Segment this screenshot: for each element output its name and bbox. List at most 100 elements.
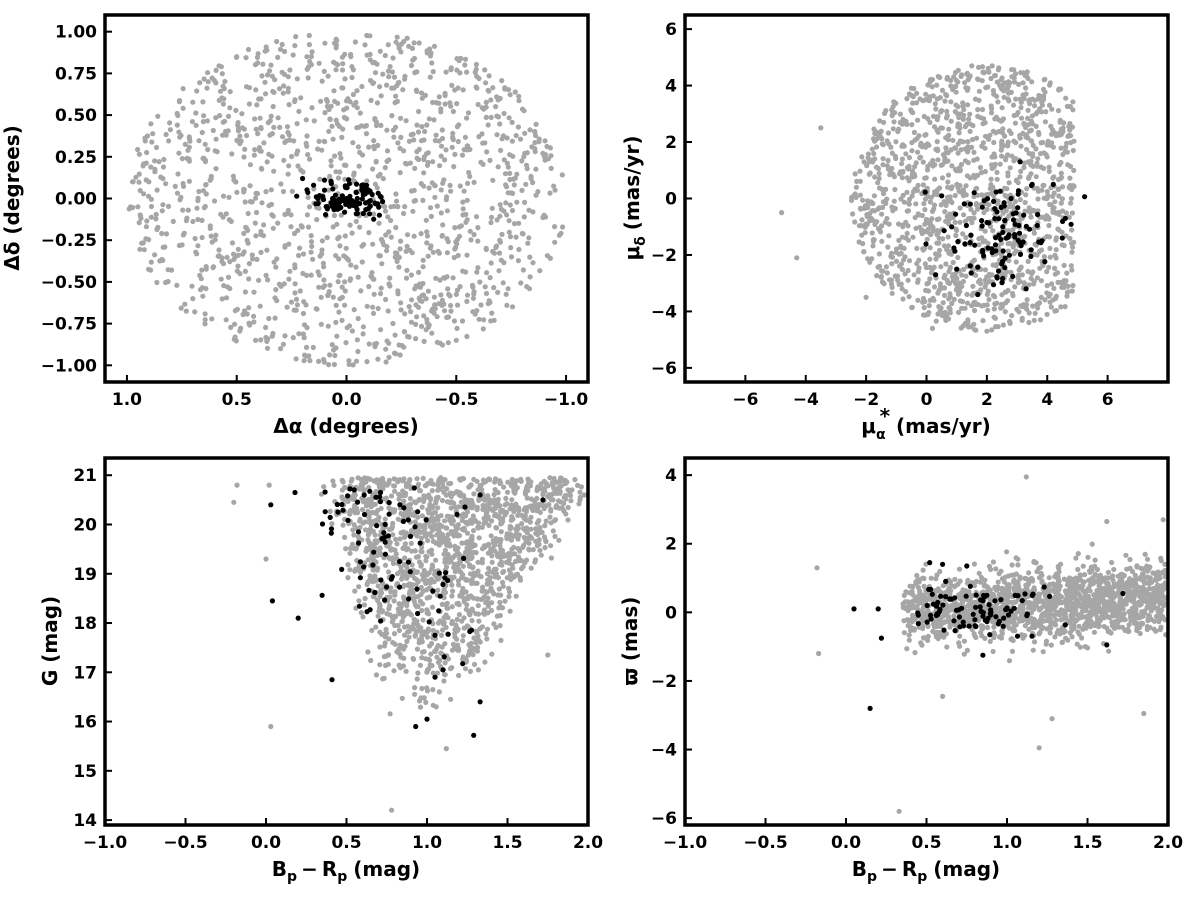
- field-point: [340, 61, 346, 67]
- member-point: [968, 232, 974, 238]
- field-point: [922, 221, 928, 227]
- field-point: [1038, 140, 1044, 146]
- field-point: [517, 577, 524, 583]
- field-point: [213, 232, 219, 238]
- member-point: [389, 574, 395, 580]
- member-point: [321, 177, 328, 183]
- field-point: [970, 122, 976, 129]
- field-point: [968, 215, 974, 221]
- field-point: [304, 353, 310, 359]
- field-point: [957, 168, 963, 174]
- field-point: [365, 527, 371, 534]
- field-point: [484, 626, 491, 632]
- field-point: [552, 518, 558, 524]
- field-point: [275, 220, 281, 226]
- field-point: [475, 603, 481, 609]
- field-point: [202, 321, 208, 327]
- field-point: [234, 306, 240, 312]
- field-point: [415, 670, 421, 676]
- field-point: [433, 704, 439, 710]
- field-point: [176, 129, 182, 135]
- field-point: [235, 126, 242, 132]
- field-point: [506, 229, 512, 235]
- field-point: [402, 555, 408, 561]
- field-point: [455, 504, 462, 510]
- field-point: [332, 352, 338, 359]
- field-point: [235, 246, 241, 252]
- field-point: [938, 264, 944, 270]
- field-point: [213, 166, 219, 172]
- field-point: [264, 159, 270, 165]
- member-point: [461, 555, 467, 562]
- field-point: [547, 190, 553, 196]
- field-point: [520, 564, 526, 570]
- field-point: [426, 656, 432, 662]
- member-point: [321, 196, 327, 203]
- field-point: [1020, 80, 1026, 86]
- field-point: [449, 618, 455, 625]
- field-point: [374, 61, 380, 67]
- field-point: [331, 482, 337, 488]
- y-tick-label: 1.00: [55, 23, 97, 43]
- field-point: [228, 324, 234, 330]
- field-point: [512, 89, 518, 95]
- field-point: [1051, 174, 1057, 180]
- field-point: [991, 139, 997, 146]
- field-point: [273, 264, 279, 270]
- field-point: [1021, 120, 1027, 126]
- field-point: [1042, 119, 1048, 125]
- field-point: [464, 217, 470, 223]
- field-point: [502, 512, 508, 518]
- field-point: [476, 316, 482, 322]
- field-point: [925, 163, 931, 169]
- field-point: [167, 127, 173, 133]
- field-point: [1036, 131, 1042, 138]
- field-point: [365, 519, 371, 525]
- field-point: [426, 116, 432, 122]
- field-point: [401, 600, 407, 606]
- field-point: [305, 224, 312, 230]
- field-point: [979, 106, 986, 113]
- marks-sky-positions: [126, 32, 566, 368]
- field-point: [358, 610, 364, 616]
- field-point: [468, 640, 474, 647]
- field-point: [401, 329, 407, 335]
- field-point: [279, 41, 285, 48]
- y-tick-label: 15: [73, 762, 97, 782]
- field-point: [930, 93, 936, 99]
- field-point: [953, 102, 959, 108]
- field-point: [396, 496, 402, 502]
- field-point: [502, 598, 508, 604]
- field-point: [504, 160, 510, 166]
- field-point: [937, 281, 944, 287]
- field-point: [1026, 310, 1032, 316]
- field-point: [342, 176, 348, 182]
- field-point: [1055, 226, 1061, 232]
- field-point: [452, 225, 458, 231]
- field-point: [337, 169, 343, 175]
- field-point: [482, 284, 488, 290]
- field-point: [945, 132, 952, 139]
- member-point: [980, 249, 986, 255]
- field-point: [383, 232, 389, 238]
- y-axis-label: μδ(mas/yr): [620, 135, 649, 260]
- field-point: [354, 337, 360, 343]
- panel-color-magnitude: −1.0 −0.5 0.0 0.5 1.0 1.5 2.01415161718192021 …: [38, 456, 603, 885]
- field-point: [460, 476, 467, 482]
- field-point: [372, 532, 378, 538]
- field-point: [487, 157, 493, 163]
- x-tick-label: −2: [853, 390, 879, 410]
- field-point: [560, 224, 566, 230]
- field-point: [915, 149, 921, 155]
- member-point: [340, 507, 346, 513]
- field-point: [438, 106, 444, 112]
- field-point: [396, 491, 402, 497]
- x-tick-label: 2.0: [573, 833, 603, 853]
- member-point: [979, 204, 985, 210]
- field-point: [337, 243, 343, 249]
- field-point: [967, 128, 973, 134]
- field-point: [415, 304, 422, 310]
- field-point: [419, 90, 425, 96]
- field-point: [404, 267, 410, 273]
- marks-proper-motions: [779, 63, 1088, 334]
